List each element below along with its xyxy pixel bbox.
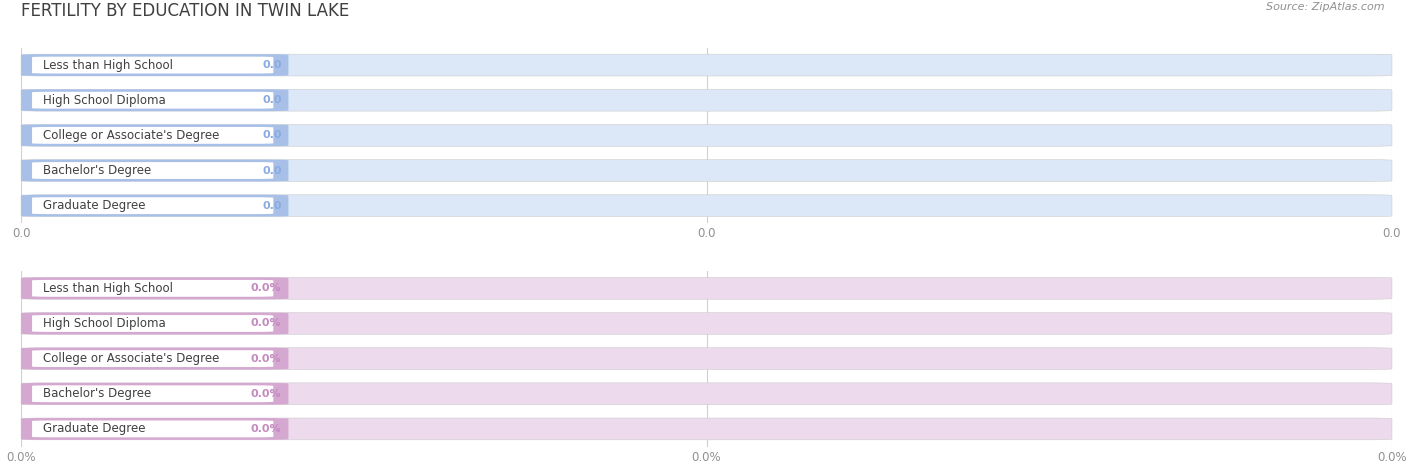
FancyBboxPatch shape	[21, 313, 1392, 334]
Text: High School Diploma: High School Diploma	[44, 94, 166, 107]
FancyBboxPatch shape	[21, 348, 1392, 370]
FancyBboxPatch shape	[21, 313, 288, 334]
Text: 0.0%: 0.0%	[250, 353, 281, 364]
FancyBboxPatch shape	[21, 89, 288, 111]
FancyBboxPatch shape	[21, 54, 288, 76]
Text: 0.0%: 0.0%	[250, 389, 281, 399]
FancyBboxPatch shape	[21, 418, 1392, 440]
Text: 0.0: 0.0	[262, 130, 281, 141]
Text: 0.0%: 0.0%	[250, 424, 281, 434]
FancyBboxPatch shape	[32, 92, 273, 109]
Text: Less than High School: Less than High School	[44, 282, 173, 295]
Text: Bachelor's Degree: Bachelor's Degree	[44, 164, 152, 177]
Text: 0.0: 0.0	[262, 200, 281, 211]
Text: 0.0: 0.0	[262, 165, 281, 176]
FancyBboxPatch shape	[21, 160, 1392, 181]
Text: College or Associate's Degree: College or Associate's Degree	[44, 352, 219, 365]
FancyBboxPatch shape	[32, 315, 273, 332]
Text: 0.0: 0.0	[262, 60, 281, 70]
FancyBboxPatch shape	[21, 277, 288, 299]
FancyBboxPatch shape	[21, 383, 1392, 405]
FancyBboxPatch shape	[32, 350, 273, 367]
FancyBboxPatch shape	[21, 54, 1392, 76]
Text: High School Diploma: High School Diploma	[44, 317, 166, 330]
Text: College or Associate's Degree: College or Associate's Degree	[44, 129, 219, 142]
FancyBboxPatch shape	[32, 127, 273, 144]
Text: Source: ZipAtlas.com: Source: ZipAtlas.com	[1267, 2, 1385, 12]
FancyBboxPatch shape	[21, 195, 288, 217]
Text: 0.0: 0.0	[262, 95, 281, 105]
FancyBboxPatch shape	[21, 89, 1392, 111]
Text: 0.0%: 0.0%	[250, 283, 281, 294]
FancyBboxPatch shape	[32, 162, 273, 179]
FancyBboxPatch shape	[21, 383, 288, 405]
Text: FERTILITY BY EDUCATION IN TWIN LAKE: FERTILITY BY EDUCATION IN TWIN LAKE	[21, 2, 349, 20]
FancyBboxPatch shape	[32, 57, 273, 74]
FancyBboxPatch shape	[21, 195, 1392, 217]
FancyBboxPatch shape	[32, 385, 273, 402]
FancyBboxPatch shape	[32, 280, 273, 297]
FancyBboxPatch shape	[21, 160, 288, 181]
Text: 0.0%: 0.0%	[250, 318, 281, 329]
Text: Bachelor's Degree: Bachelor's Degree	[44, 387, 152, 400]
FancyBboxPatch shape	[21, 124, 288, 146]
FancyBboxPatch shape	[21, 277, 1392, 299]
FancyBboxPatch shape	[21, 348, 288, 370]
FancyBboxPatch shape	[32, 197, 273, 214]
FancyBboxPatch shape	[32, 420, 273, 437]
Text: Graduate Degree: Graduate Degree	[44, 422, 146, 436]
Text: Less than High School: Less than High School	[44, 58, 173, 72]
FancyBboxPatch shape	[21, 124, 1392, 146]
FancyBboxPatch shape	[21, 418, 288, 440]
Text: Graduate Degree: Graduate Degree	[44, 199, 146, 212]
